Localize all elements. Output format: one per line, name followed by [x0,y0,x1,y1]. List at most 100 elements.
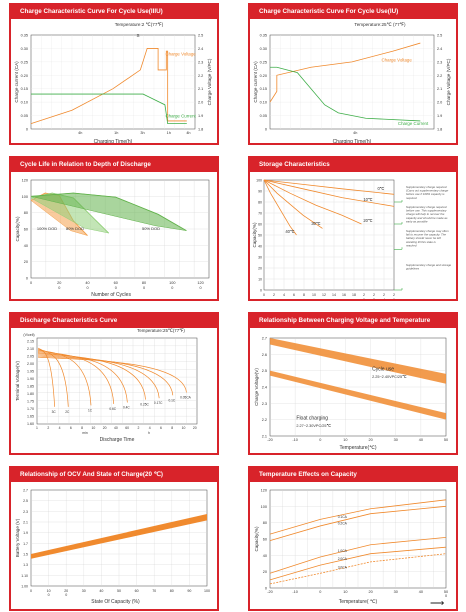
x-tick-label: 8 [171,426,173,430]
y-tick-label: 2.5 [23,499,28,503]
series-line [270,66,421,122]
chart-title: Charge Characteristic Curve For Cycle Us… [11,5,217,19]
y-tick-label: 1.85 [27,384,34,388]
y-tick-label: 2.4 [198,47,203,51]
discharge-curve [37,356,187,393]
x-tick-label: 50 [444,438,448,442]
band-label: Float charging [296,415,328,421]
x-tick-label: 8 [81,426,83,430]
x-axis-label: Discharge Time [100,437,135,443]
curve-label: 0.4C [123,406,130,410]
x-tick-label: 60 [135,589,139,593]
x-tick-label: 80 [142,281,146,285]
y-tick-label: 1.9 [23,531,28,535]
x-axis-label: Charging Time(h) [333,139,372,143]
x-tick-label: 40 [419,438,423,442]
x-tick-label: 0 [363,298,365,299]
x-tick-label: 30 [394,590,398,594]
chart-title: Cycle Life in Relation to Depth of Disch… [11,158,217,172]
x-axis-label: Number of Cycles [91,292,131,298]
x-tick-label: 0 [115,286,117,290]
y-tick-label: 2.2 [437,74,442,78]
y-tick-label: 60 [263,538,267,542]
discharge-curve [37,353,146,400]
chart-svg: 2.72.52.32.11.91.71.51.31.101.000 1002003… [15,489,210,606]
y-tick-label: 1.8 [198,128,203,132]
x-tick-label: 0 [30,589,32,593]
curve-label: 0.1C [168,398,175,402]
chart-title: Relationship Between Charging Voltage an… [250,314,456,328]
chart-card-p7: Relationship of OCV And State of Charge(… [9,466,219,611]
y-tick-label: 20 [24,260,28,264]
series-label: Charge Voltage [382,57,413,62]
x-tick-label: 0 [319,438,321,442]
x-tick-label: 2 [363,293,365,297]
x-axis-label: Charging Time(h) [94,139,133,143]
y-tick-label: 2.1 [23,521,28,525]
x-tick-label: 4 [149,426,151,430]
series-label: 30℃ [311,221,321,226]
series-line [263,179,362,225]
x-tick-label: 10 [182,426,186,430]
x-tick-label: 2 [383,293,385,297]
y-axis-label: Battery Voltage (V) [15,518,20,557]
x-tick-label: 20 [57,281,61,285]
x-tick-label: 3h [140,131,144,135]
x-tick-label: 50 [444,590,448,594]
x-tick-label: 4 [59,426,61,430]
y-tick-label: 2.3 [262,402,267,406]
y-tick-label: 0 [265,128,267,132]
y-tick-label: 1.65 [27,414,34,418]
y-tick-label: 0.05 [21,114,28,118]
y-tick-label: 2.0 [198,101,203,105]
y-tick-label: 0.25 [260,60,267,64]
y-axis-label: Capacity(%) [15,216,20,241]
y-tick-label: 80 [258,201,262,205]
x-axis-label: State Of Capacity (%) [91,599,140,605]
curve-label: 0.6C [109,407,116,411]
band-label: 2.27~2.30VPC/25℃ [296,424,331,428]
series-label: Charge Voltage [165,52,196,57]
x-tick-label: 1h [167,131,171,135]
storage-note: Supplementary charge and storage guidelin… [406,263,452,271]
chart-svg: 2.7 2.6 2.5 2.4 2.3 2.2 2.1-20 -10 0 10 20 30 40 50 Te… [254,337,448,452]
y-tick-label: 2.10 [27,347,34,351]
y-tick-label: 1.5 [23,553,28,557]
y-tick-label: 2.5 [198,34,203,38]
x-tick-label: 2 [393,293,395,297]
series-label: 0.2CA [338,521,348,525]
x-tick-label: 1 [36,426,38,430]
voltage-band [270,370,446,420]
x-tick-label: 16 [342,293,346,297]
y-tick-label: 2.2 [262,418,267,422]
chart-title: Discharge Characteristics Curve [11,314,217,328]
chart-svg: Temperature:2 ℃(77℉) S 0.35 0.30 0.25 0.20 0.1… [14,22,212,143]
y-tick-label: 1.9 [198,114,203,118]
y-tick-label: 2.00 [27,362,34,366]
y-tick-label: 2.05 [27,354,34,358]
series-label: 100% DOD [37,226,57,231]
y-tick-label: 1.95 [27,369,34,373]
series-label: 40℃ [285,229,295,234]
y-tick-label: 1.8 [437,128,442,132]
x-tick-label: 12 [322,293,326,297]
y-tick-label: 50 [258,234,262,238]
y-tick-label: 0.30 [21,47,28,51]
discharge-curve [37,348,69,407]
discharge-curve [37,352,128,403]
y-tick-label: 1.00 [21,585,28,589]
x-tick-label: 4 [383,298,385,299]
x-tick-label: 60 [114,281,118,285]
x-tick-label: 0 [65,593,67,597]
y-axis-label: Charge current (CA) [14,61,19,103]
x-tick-label: 1h [114,131,118,135]
series-label: 50% DOD [142,226,160,231]
storage-note: Supplementary charge may often fail to re… [406,229,449,247]
temperature-label: Temperature:25℃(77℉) [137,328,185,333]
x-tick-label: 10 [47,589,51,593]
temperature-label: Temperature:25℃ (77℉) [354,22,406,27]
y-axis-label: Capacity(%) [254,526,259,551]
x-tick-label: 80 [170,589,174,593]
y-tick-label: 2.2 [198,74,203,78]
y-tick-label: 2.5 [262,369,267,373]
